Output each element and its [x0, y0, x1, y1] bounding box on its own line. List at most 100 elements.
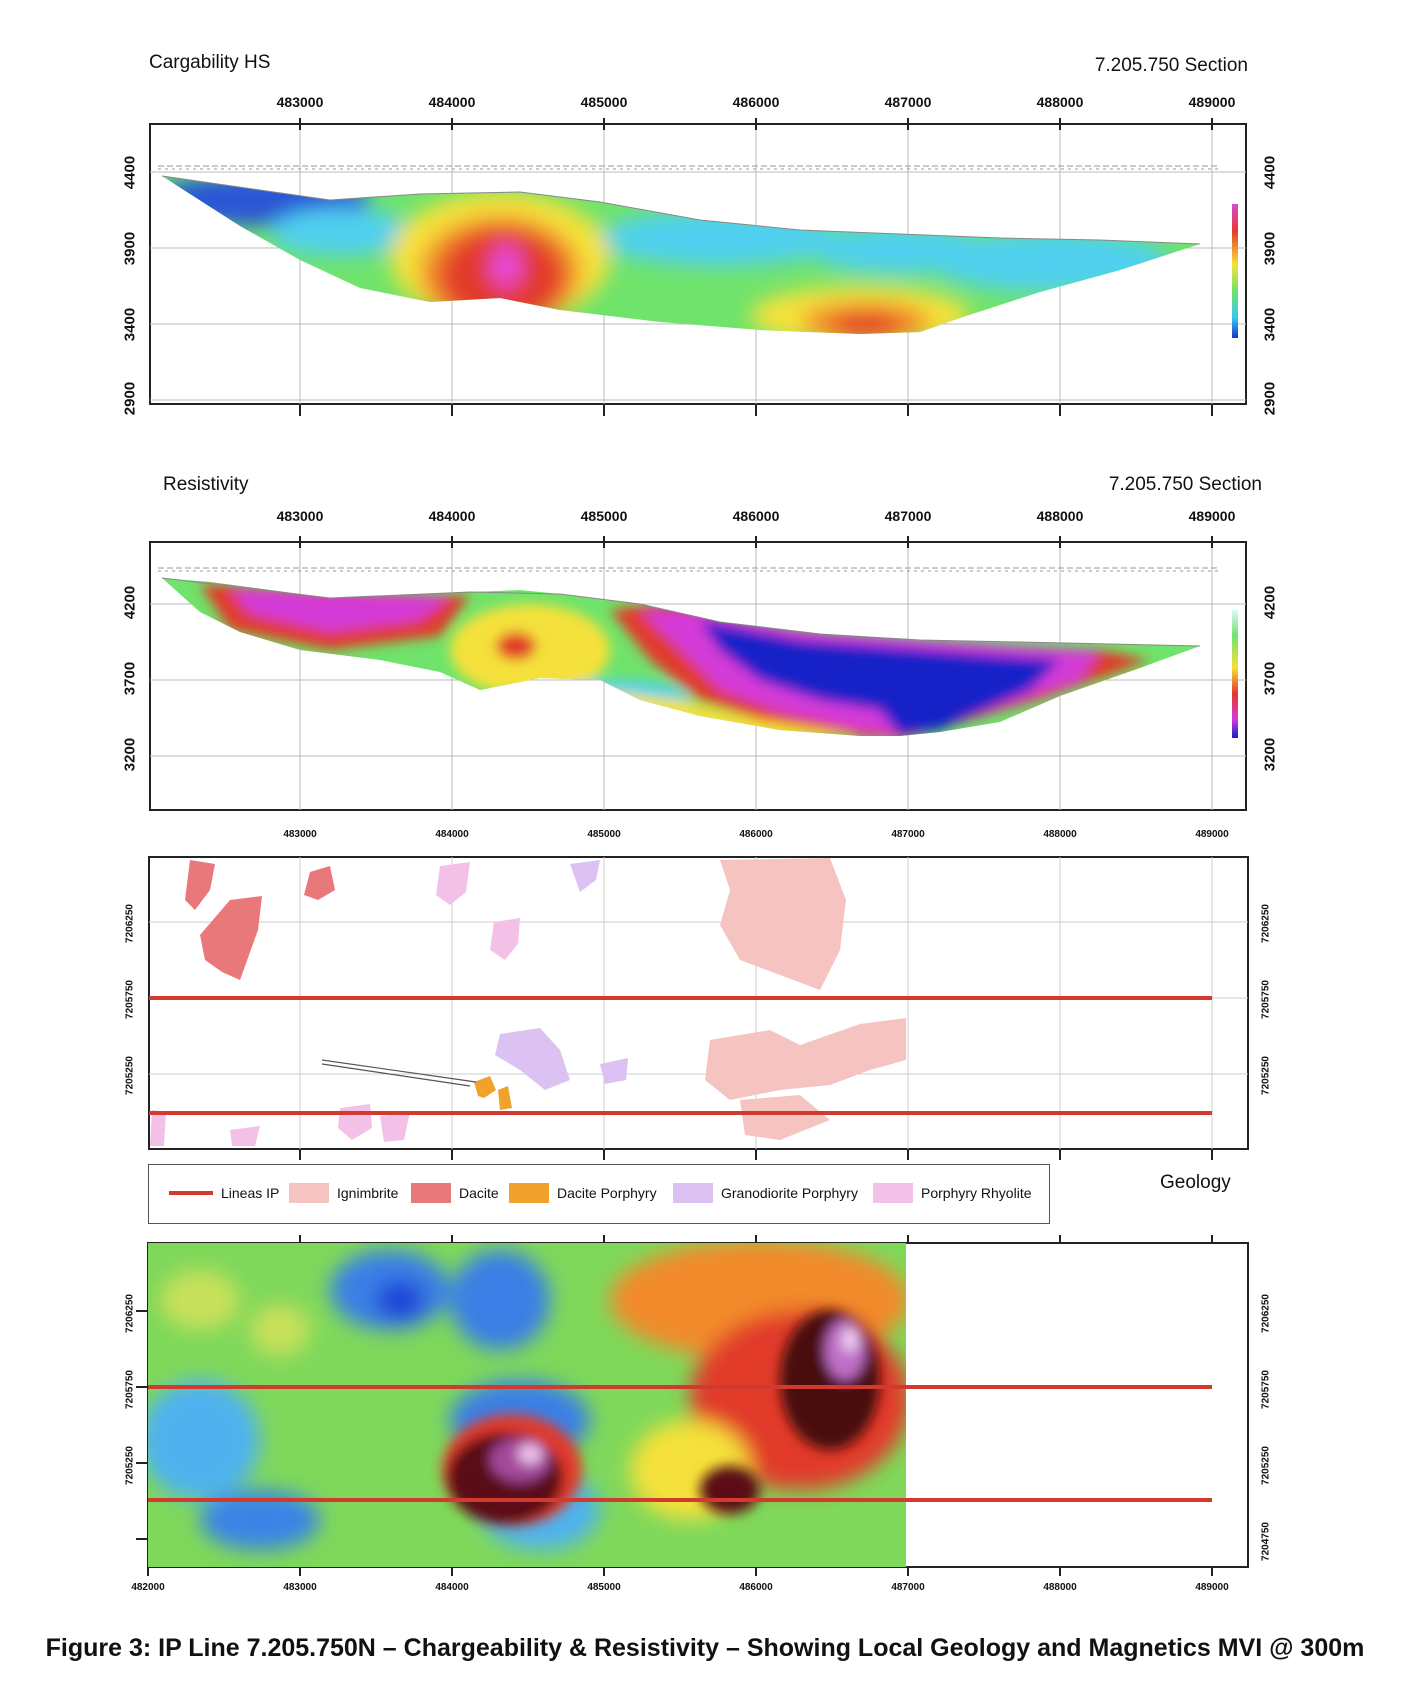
chargeability-ticks: [299, 118, 1213, 416]
geology-y-tick: 7205250: [124, 1056, 136, 1095]
resist-x-tick: 487000: [884, 508, 932, 524]
legend-item-dacite-porphyry: Dacite Porphyry: [509, 1181, 657, 1205]
geology-x-tick: 483000: [283, 829, 317, 840]
resist-y-tick: 3700: [121, 661, 139, 696]
legend-line-swatch: [169, 1191, 213, 1195]
chargeability-gridlines: [150, 124, 1246, 404]
mvi-x-tick: 489000: [1195, 1582, 1229, 1593]
geology-x-tick: 487000: [891, 829, 925, 840]
resistivity-ticks: [299, 536, 1213, 548]
mvi-x-tick: 485000: [587, 1582, 621, 1593]
resist-y-tick-right: 4200: [1261, 585, 1279, 620]
resist-y-tick-right: 3200: [1261, 737, 1279, 772]
legend-label: Ignimbrite: [337, 1185, 399, 1201]
legend-item-ignimbrite: Ignimbrite: [289, 1181, 398, 1205]
charge-x-tick: 486000: [732, 94, 780, 110]
legend-swatch: [411, 1183, 451, 1203]
resist-x-tick: 483000: [276, 508, 324, 524]
resistivity-gridlines: [150, 542, 1246, 810]
legend-label: Lineas IP: [221, 1185, 280, 1201]
mvi-depth-label: MVI 300m depth: [1072, 1518, 1212, 1539]
resistivity-colorbar: [1232, 610, 1238, 738]
charge-y-tick-right: 2900: [1261, 381, 1279, 416]
charge-y-tick: 3400: [121, 307, 139, 342]
geology-x-tick: 484000: [435, 829, 469, 840]
mvi-y-tick-right: 7205750: [1260, 1370, 1272, 1409]
mvi-x-tick: 483000: [283, 1582, 317, 1593]
legend-swatch: [873, 1183, 913, 1203]
mvi-x-tick: 482000: [131, 1582, 165, 1593]
resist-y-tick: 4200: [121, 585, 139, 620]
geology-gridlines: [149, 857, 1248, 1149]
figure-caption: Figure 3: IP Line 7.205.750N – Chargeabi…: [45, 1634, 1365, 1662]
charge-x-tick: 488000: [1036, 94, 1084, 110]
resist-x-tick: 486000: [732, 508, 780, 524]
geology-frame: [148, 856, 1249, 1150]
geology-y-tick-right: 7205750: [1260, 980, 1272, 1019]
legend-label: Porphyry Rhyolite: [921, 1185, 1032, 1201]
mvi-x-tick: 484000: [435, 1582, 469, 1593]
charge-x-tick: 483000: [276, 94, 324, 110]
charge-y-tick: 2900: [121, 381, 139, 416]
geology-x-tick: 485000: [587, 829, 621, 840]
resistivity-section: [162, 578, 1200, 736]
legend-item-granodiorite-porphyry: Granodiorite Porphyry: [673, 1181, 858, 1205]
veins-leader-line: [321, 1059, 477, 1083]
charge-x-tick: 489000: [1188, 94, 1236, 110]
charge-y-tick-right: 4400: [1261, 155, 1279, 190]
resist-x-tick: 485000: [580, 508, 628, 524]
charge-y-tick: 4400: [121, 155, 139, 190]
legend-label: Granodiorite Porphyry: [721, 1185, 858, 1201]
legend-swatch: [289, 1183, 329, 1203]
legend-item-porphyry-rhyolite: Porphyry Rhyolite: [873, 1181, 1032, 1205]
mvi-ticks: [136, 1235, 1213, 1576]
geology-y-tick-right: 7205250: [1260, 1056, 1272, 1095]
geology-x-tick: 489000: [1195, 829, 1229, 840]
chargeability-colorbar: [1232, 204, 1238, 338]
resistivity-frame: [149, 541, 1247, 811]
chargeability-section: [162, 176, 1200, 334]
mvi-heatmap: [148, 1243, 906, 1567]
charge-y-tick: 3900: [121, 231, 139, 266]
mvi-x-tick: 486000: [739, 1582, 773, 1593]
resist-x-tick: 489000: [1188, 508, 1236, 524]
resist-y-tick-right: 3700: [1261, 661, 1279, 696]
mvi-y-tick: 7205750: [124, 1370, 136, 1409]
resist-y-tick: 3200: [121, 737, 139, 772]
resist-x-tick: 484000: [428, 508, 476, 524]
legend-item-lineas-ip: Lineas IP: [169, 1181, 279, 1205]
mvi-y-tick: 7205250: [124, 1446, 136, 1485]
geology-title: Geology: [1160, 1172, 1231, 1193]
resistivity-title: Resistivity: [163, 474, 249, 495]
charge-x-tick: 485000: [580, 94, 628, 110]
mvi-y-tick-right: 7204750: [1260, 1522, 1272, 1561]
geology-y-tick: 7205750: [124, 980, 136, 1019]
legend-label: Dacite Porphyry: [557, 1185, 657, 1201]
legend-swatch: [509, 1183, 549, 1203]
geology-x-tick: 488000: [1043, 829, 1077, 840]
mvi-y-tick-right: 7205250: [1260, 1446, 1272, 1485]
mvi-x-tick: 487000: [891, 1582, 925, 1593]
resist-x-tick: 488000: [1036, 508, 1084, 524]
geology-legend: Lineas IP Ignimbrite Dacite Dacite Porph…: [148, 1164, 1050, 1224]
chargeability-section-label: 7.205.750 Section: [1094, 55, 1248, 76]
geology-units: [150, 858, 906, 1146]
chargeability-frame: [149, 123, 1247, 405]
charge-y-tick-right: 3400: [1261, 307, 1279, 342]
legend-swatch: [673, 1183, 713, 1203]
geology-y-tick-right: 7206250: [1260, 904, 1272, 943]
geology-ticks: [299, 1149, 1213, 1160]
geology-x-tick: 486000: [739, 829, 773, 840]
veins-leader-line: [321, 1063, 471, 1087]
mvi-x-tick: 488000: [1043, 1582, 1077, 1593]
geology-y-tick: 7206250: [124, 904, 136, 943]
veins-annotation: Veins: [270, 1042, 325, 1066]
mvi-y-tick: 7206250: [124, 1294, 136, 1333]
charge-x-tick: 484000: [428, 94, 476, 110]
resistivity-section-label: 7.205.750 Section: [1108, 474, 1262, 495]
legend-label: Dacite: [459, 1185, 499, 1201]
legend-item-dacite: Dacite: [411, 1181, 499, 1205]
charge-x-tick: 487000: [884, 94, 932, 110]
charge-y-tick-right: 3900: [1261, 231, 1279, 266]
